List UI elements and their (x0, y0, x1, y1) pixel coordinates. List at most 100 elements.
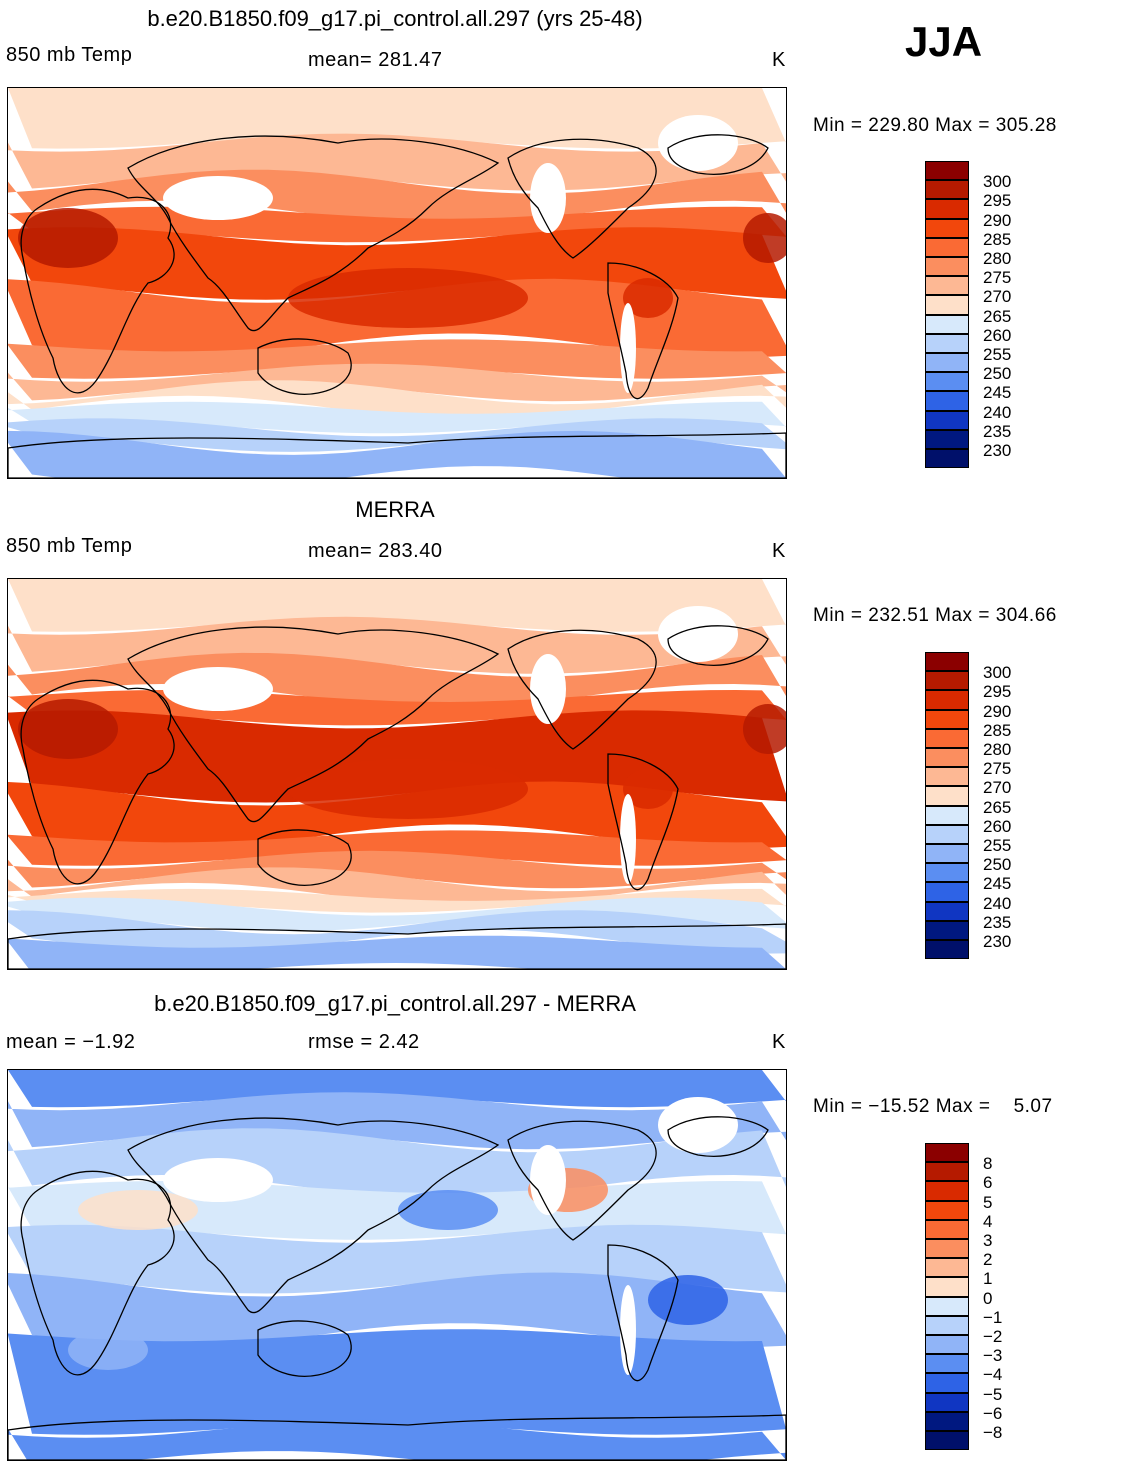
contour-band (8, 430, 786, 478)
colorbar-bin (925, 161, 969, 181)
colorbar-bin (925, 690, 969, 710)
panel-diff-minmax: Min = −15.52 Max = 5.07 (813, 1096, 1053, 1117)
colorbar-bin (925, 1162, 969, 1182)
coastline (257, 829, 352, 886)
colorbar-bin (925, 1143, 969, 1163)
panel-model-units: K (772, 49, 786, 71)
colorbar-bin (925, 728, 969, 748)
colorbar-label: −3 (983, 1346, 1003, 1366)
colorbar-bin (925, 180, 969, 200)
panel-diff-rmse-label: rmse = 2.42 (308, 1031, 420, 1053)
colorbar-bin (925, 199, 969, 219)
colorbar-label: 8 (983, 1154, 993, 1174)
field-anomaly (18, 699, 118, 759)
colorbar-label: 6 (983, 1173, 993, 1193)
missing-data-mask (530, 1145, 566, 1215)
colorbar-label: 265 (983, 797, 1012, 817)
contour-band (8, 339, 786, 379)
missing-data-mask (530, 163, 566, 233)
colorbar-label: −8 (983, 1423, 1003, 1442)
panel-obs-units: K (772, 540, 786, 562)
colorbar-label: 270 (983, 287, 1012, 307)
field-anomaly (18, 208, 118, 268)
colorbar-bin (925, 671, 969, 691)
missing-data-mask (620, 1285, 636, 1375)
missing-data-mask (658, 1097, 738, 1153)
colorbar-label: 1 (983, 1269, 993, 1289)
colorbar-label: 265 (983, 306, 1012, 326)
colorbar-bin (925, 709, 969, 729)
missing-data-mask (163, 1158, 273, 1202)
colorbar-bin (925, 1258, 969, 1278)
field-plot (8, 1070, 786, 1460)
missing-data-mask (163, 176, 273, 220)
colorbar-label: 230 (983, 932, 1012, 951)
colorbar-bin (925, 391, 969, 411)
colorbar-label: −2 (983, 1327, 1003, 1346)
coastline (607, 1244, 679, 1382)
colorbar-bin (925, 429, 969, 449)
contour-band (8, 418, 786, 452)
colorbar-label: 300 (983, 663, 1012, 683)
colorbar-bin (925, 824, 969, 844)
colorbar-label: 260 (983, 816, 1012, 836)
field-anomaly (398, 1190, 498, 1230)
contour-band (8, 579, 786, 632)
season-label: JJA (905, 18, 983, 65)
panel-model-mean-label: mean= 281.47 (308, 49, 443, 71)
missing-data-mask (658, 115, 738, 171)
colorbar-bin (925, 353, 969, 373)
colorbar-bin (925, 314, 969, 334)
colorbar-label: 255 (983, 836, 1012, 855)
field-anomaly (623, 769, 673, 809)
colorbar-bin (925, 257, 969, 277)
colorbar-label: 285 (983, 720, 1012, 740)
colorbar-bin (925, 1354, 969, 1374)
panel-model-title: b.e20.B1850.f09_g17.pi_control.all.297 (… (147, 6, 643, 31)
missing-data-mask (658, 606, 738, 662)
coastline (607, 262, 679, 400)
colorbar-label: 290 (983, 210, 1012, 230)
colorbar-bin (925, 1392, 969, 1412)
colorbar-label: 235 (983, 421, 1012, 441)
field-anomaly (743, 213, 786, 263)
contour-band (8, 133, 786, 191)
coastline (257, 1320, 352, 1377)
colorbar-bin (925, 1181, 969, 1201)
contour-band (8, 401, 786, 434)
colorbar-label: 250 (983, 364, 1012, 384)
colorbar-label: 275 (983, 759, 1012, 779)
contour-band (8, 363, 786, 402)
coastline (667, 1116, 769, 1157)
field-plot (8, 88, 786, 478)
colorbar-label: 285 (983, 229, 1012, 249)
contour-band (8, 1070, 786, 1108)
colorbar-bin (925, 333, 969, 353)
panel-obs-map (7, 578, 787, 970)
missing-data-mask (530, 654, 566, 724)
colorbar-label: 250 (983, 855, 1012, 875)
colorbar-label: 4 (983, 1211, 993, 1231)
colorbar-bin (925, 1431, 969, 1451)
colorbar-label: 280 (983, 740, 1012, 759)
panel-diff-map (7, 1069, 787, 1461)
colorbar-bin (925, 844, 969, 864)
field-anomaly (78, 1190, 198, 1230)
colorbar-bin (925, 1373, 969, 1393)
contour-band (8, 897, 786, 932)
coastline (667, 134, 769, 175)
field-plot (8, 579, 786, 969)
contour-band (8, 1419, 786, 1460)
coastline (8, 1414, 786, 1460)
colorbar-label: 5 (983, 1192, 993, 1212)
contour-band (8, 888, 786, 913)
coastline (20, 188, 175, 394)
colorbar-label: 230 (983, 441, 1012, 460)
coastline (8, 923, 786, 969)
panel-model-variable-label: 850 mb Temp (6, 44, 133, 66)
colorbar-label: 255 (983, 345, 1012, 364)
colorbar-label: −5 (983, 1384, 1003, 1404)
colorbar-bin (925, 882, 969, 902)
coastline (127, 626, 500, 823)
colorbar-bin (925, 901, 969, 921)
